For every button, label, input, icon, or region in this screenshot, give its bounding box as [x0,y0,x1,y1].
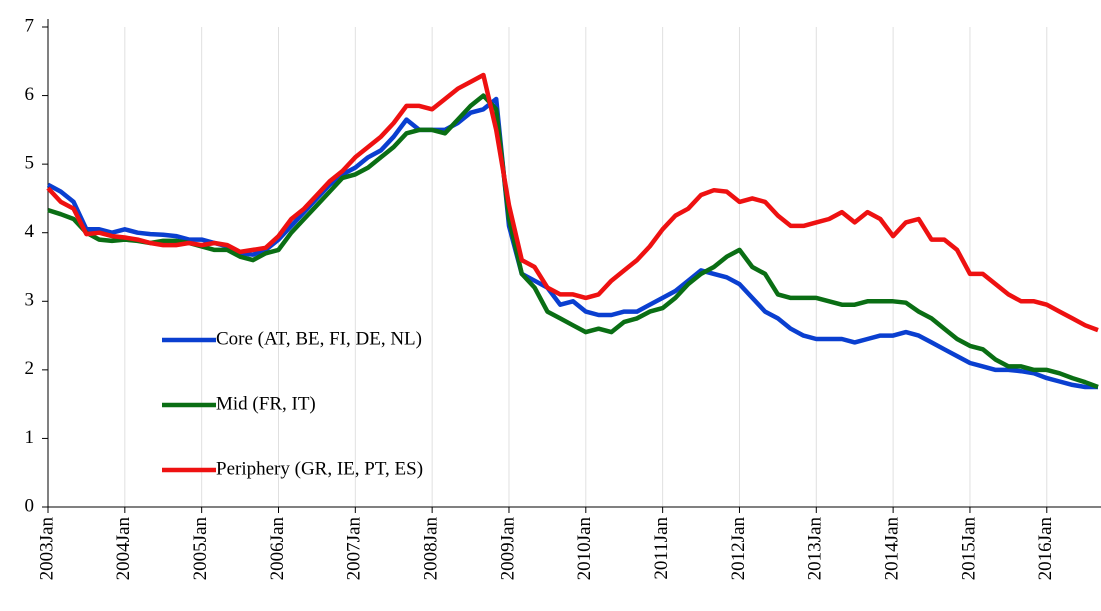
series-line [47,93,1099,390]
x-tick-label: 2010Jan [574,517,595,581]
x-tick-label: 2007Jan [344,517,365,581]
y-tick-label: 5 [25,153,35,174]
y-tick-label: 1 [25,427,35,448]
y-tick-label: 4 [25,221,35,242]
y-tick-label: 0 [25,495,35,516]
legend-label: Mid (FR, IT) [216,393,316,414]
y-tick-label: 2 [25,358,35,379]
x-tick-label: 2009Jan [497,517,518,581]
y-tick-label: 7 [25,15,35,36]
y-tick-label: 3 [25,290,35,311]
x-tick-label: 2016Jan [1035,517,1056,581]
x-tick-label: 2006Jan [267,517,288,581]
x-tick-label: 2015Jan [958,517,979,581]
series-line [46,72,1099,333]
x-tick-label: 2008Jan [421,517,442,581]
x-tick-label: 2012Jan [728,517,749,581]
x-tick-label: 2013Jan [805,517,826,581]
x-tick-label: 2003Jan [36,517,57,581]
y-tick-label: 6 [25,84,35,105]
x-tick-label: 2004Jan [113,517,134,581]
legend-label: Core (AT, BE, FI, DE, NL) [216,328,422,349]
x-tick-label: 2014Jan [881,517,902,581]
x-tick-label: 2011Jan [651,517,672,580]
x-tick-label: 2005Jan [190,517,211,581]
legend-label: Periphery (GR, IE, PT, ES) [216,458,423,479]
